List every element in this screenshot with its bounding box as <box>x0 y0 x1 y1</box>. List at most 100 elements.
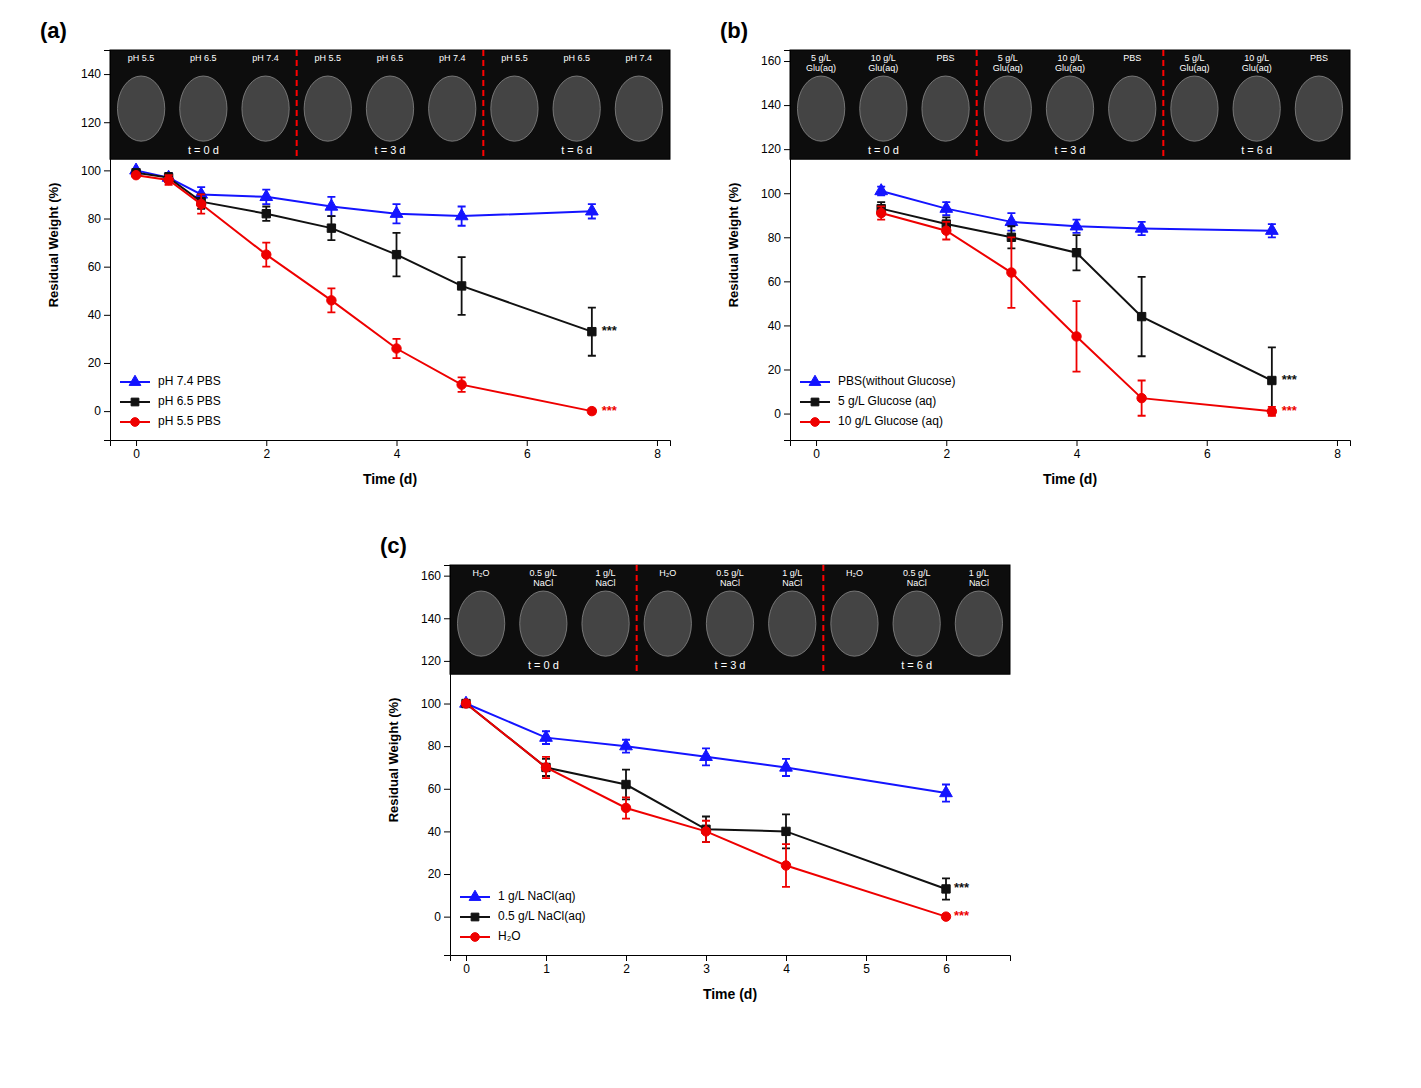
y-tick-label: 60 <box>768 275 782 289</box>
x-tick-label: 4 <box>783 962 790 976</box>
inset-dish <box>644 591 691 656</box>
inset-column-label-line: 10 g/L <box>1244 53 1269 63</box>
legend-item: 10 g/L Glucose (aq) <box>800 414 943 428</box>
x-tick-mark <box>946 955 947 961</box>
y-axis: 020406080100120140160 <box>421 566 451 956</box>
y-tick-label: 40 <box>88 308 102 322</box>
inset-dish <box>1171 76 1218 141</box>
x-tick-label: 8 <box>1334 447 1341 461</box>
legend-item: pH 5.5 PBS <box>120 414 221 428</box>
inset-dish <box>117 76 164 141</box>
y-tick-mark <box>104 122 110 123</box>
data-point <box>586 204 599 215</box>
y-tick: 120 <box>81 116 110 130</box>
inset-time-label: t = 0 d <box>188 144 219 156</box>
data-point <box>260 190 273 201</box>
annotation: *** <box>602 323 618 338</box>
legend-item: 1 g/L NaCl(aq) <box>460 889 576 903</box>
legend-label: H₂O <box>498 929 521 943</box>
inset-column-label-line: 0.5 g/L <box>903 568 931 578</box>
inset-column-label: H₂O <box>659 568 676 578</box>
inset-column-label-line: Glu(aq) <box>1055 63 1085 73</box>
y-tick-label: 140 <box>81 67 101 81</box>
y-tick-label: 120 <box>421 654 441 668</box>
data-point <box>781 861 790 870</box>
inset-column-label-line: NaCl <box>596 578 616 588</box>
y-tick-label: 140 <box>421 612 441 626</box>
x-tick-label: 4 <box>1074 447 1081 461</box>
error-bar <box>458 257 466 315</box>
inset-column-label: PBS <box>1123 53 1141 63</box>
x-axis-title: Time (d) <box>703 986 757 1002</box>
y-tick: 160 <box>761 54 790 68</box>
data-point <box>1072 249 1080 257</box>
inset-column-label-line: pH 5.5 <box>315 53 342 63</box>
x-tick-mark <box>546 955 547 961</box>
inset-column-label-line: pH 7.4 <box>626 53 653 63</box>
inset-column-label: 0.5 g/LNaCl <box>716 568 744 588</box>
inset-time-label: t = 6 d <box>1241 144 1272 156</box>
x-tick-mark <box>946 440 947 446</box>
panel: H₂O0.5 g/LNaCl1 g/LNaClH₂O0.5 g/LNaCl1 g… <box>380 533 1011 1002</box>
data-point <box>1005 215 1018 226</box>
data-point <box>1007 268 1016 277</box>
y-tick: 40 <box>768 319 790 333</box>
legend-label: pH 6.5 PBS <box>158 394 221 408</box>
x-tick: 4 <box>394 440 401 461</box>
inset-dish <box>769 591 816 656</box>
inset-column-label: pH 7.4 <box>439 53 466 63</box>
panel-title: (b) <box>720 18 748 43</box>
y-axis-title: Residual Weight (%) <box>726 183 741 308</box>
y-tick-label: 40 <box>768 319 782 333</box>
legend-swatch-marker <box>811 418 820 427</box>
data-point <box>457 380 466 389</box>
x-tick-label: 0 <box>463 962 470 976</box>
y-tick: 140 <box>81 67 110 81</box>
y-tick-mark <box>444 789 450 790</box>
x-tick: 5 <box>863 955 870 976</box>
inset-column-label-line: 1 g/L <box>969 568 989 578</box>
error-bar <box>197 194 205 213</box>
inset-column-label-line: Glu(aq) <box>1242 63 1272 73</box>
inset-column-label-line: 5 g/L <box>1184 53 1204 63</box>
y-tick-label: 100 <box>421 697 441 711</box>
y-tick: 160 <box>421 569 450 583</box>
y-tick-mark <box>444 576 450 577</box>
error-bar <box>393 339 401 358</box>
x-tick-mark <box>136 440 137 446</box>
inset-dish <box>1295 76 1342 141</box>
data-point <box>782 827 790 835</box>
panel: 5 g/LGlu(aq)10 g/LGlu(aq)PBS5 g/LGlu(aq)… <box>720 18 1351 487</box>
error-bar <box>877 206 885 219</box>
inset-dish <box>615 76 662 141</box>
data-point <box>262 210 270 218</box>
inset-column-label: 5 g/LGlu(aq) <box>806 53 836 73</box>
inset-column-label-line: 5 g/L <box>811 53 831 63</box>
chart-figure: pH 5.5pH 6.5pH 7.4pH 5.5pH 6.5pH 7.4pH 5… <box>0 0 1421 1088</box>
data-point <box>1072 332 1081 341</box>
data-point <box>942 226 951 235</box>
data-point <box>1267 407 1276 416</box>
data-point <box>875 184 888 195</box>
legend-label: 1 g/L NaCl(aq) <box>498 889 576 903</box>
y-tick-mark <box>784 193 790 194</box>
x-tick-label: 1 <box>543 962 550 976</box>
series-line <box>466 704 946 917</box>
plot-marks <box>130 163 599 416</box>
x-tick-mark <box>626 955 627 961</box>
x-axis: 02468 <box>791 440 1351 461</box>
inset-time-label: t = 3 d <box>1055 144 1086 156</box>
y-tick-label: 120 <box>81 116 101 130</box>
x-tick-label: 2 <box>263 447 270 461</box>
data-point <box>700 749 713 760</box>
inset-column-label: 1 g/LNaCl <box>969 568 989 588</box>
data-point <box>327 224 335 232</box>
error-bar <box>702 816 710 842</box>
x-tick-mark <box>816 440 817 446</box>
inset-column-label: pH 5.5 <box>315 53 342 63</box>
inset-divider <box>976 50 978 159</box>
x-tick-label: 6 <box>524 447 531 461</box>
y-tick-mark <box>104 219 110 220</box>
x-tick-label: 3 <box>703 962 710 976</box>
y-tick-label: 160 <box>761 54 781 68</box>
